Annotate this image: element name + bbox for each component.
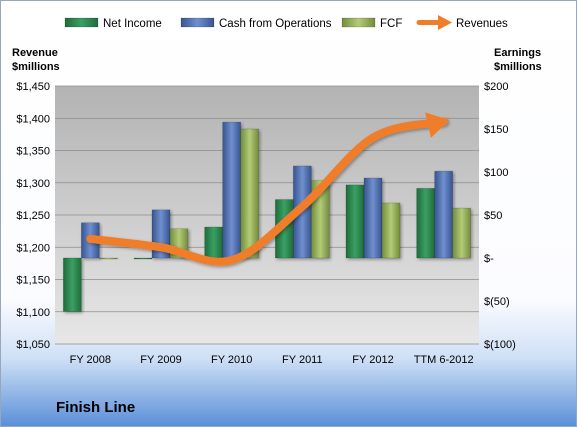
left-tick-label: $1,450	[16, 81, 50, 93]
left-tick-label: $1,200	[16, 242, 50, 254]
left-tick-label: $1,100	[16, 307, 50, 319]
bar-cash-from-operations	[363, 177, 383, 259]
right-tick-label: $-	[484, 253, 494, 265]
revenue-series	[86, 112, 450, 266]
legend-label: FCF	[380, 18, 402, 30]
x-tick-label: FY 2010	[211, 354, 252, 366]
bars	[63, 121, 471, 312]
gridlines	[55, 85, 479, 345]
right-axis-title-line2: $millions	[494, 61, 542, 73]
left-axis-title-line2: $millions	[12, 61, 60, 73]
bar-net-income	[345, 184, 365, 259]
legend-swatch	[64, 17, 99, 28]
bar-fcf	[99, 257, 118, 260]
right-tick-label: $(100)	[484, 339, 516, 351]
legend-label: Revenues	[456, 18, 508, 30]
right-axis-title-line1: Earnings	[494, 47, 541, 59]
x-tick-label: TTM 6-2012	[414, 354, 474, 366]
bar-net-income	[133, 257, 153, 260]
bar-fcf	[311, 180, 330, 259]
x-tick-label: FY 2011	[282, 354, 323, 366]
left-tick-label: $1,400	[16, 113, 50, 125]
bar-net-income	[204, 226, 223, 259]
right-axis-ticks: $(100) $(50) $- $50 $100 $150 $200	[484, 81, 516, 351]
legend-label: Cash from Operations	[219, 18, 332, 30]
legend-label: Net Income	[103, 18, 162, 30]
left-axis-title-line1: Revenue	[12, 47, 58, 59]
bar-net-income	[416, 188, 435, 259]
bar-net-income	[63, 257, 82, 312]
right-tick-label: $200	[484, 81, 508, 93]
left-tick-label: $1,350	[16, 146, 50, 158]
left-tick-label: $1,300	[16, 178, 50, 190]
right-tick-label: $(50)	[484, 296, 510, 308]
legend-swatch	[341, 17, 376, 28]
right-tick-label: $100	[484, 167, 508, 179]
left-tick-label: $1,150	[16, 275, 50, 287]
bar-cash-from-operations	[434, 170, 453, 259]
revenue-arrowhead	[425, 112, 450, 138]
x-tick-label: FY 2008	[70, 354, 111, 366]
x-tick-label: FY 2009	[140, 354, 181, 366]
bar-fcf	[452, 207, 471, 259]
bar-cash-from-operations	[222, 121, 241, 259]
bar-fcf	[381, 202, 401, 259]
left-tick-label: $1,050	[16, 339, 50, 351]
x-tick-label: FY 2012	[352, 354, 393, 366]
right-tick-label: $50	[484, 210, 502, 222]
left-axis-ticks: $1,050 $1,100 $1,150 $1,200 $1,250 $1,300 $1,3…	[16, 81, 50, 351]
legend-swatch	[180, 17, 215, 28]
right-tick-label: $150	[484, 124, 508, 136]
bar-fcf	[240, 128, 259, 259]
company-name: Finish Line	[56, 399, 135, 416]
revenue-line	[86, 117, 448, 266]
x-axis-labels: FY 2008 FY 2009 FY 2010 FY 2011 FY 2012 TTM 6…	[70, 354, 474, 366]
left-tick-label: $1,250	[16, 210, 50, 222]
legend: Net Income Cash from Operations FCF Revenue…	[64, 15, 508, 30]
legend-arrowhead	[438, 15, 452, 30]
